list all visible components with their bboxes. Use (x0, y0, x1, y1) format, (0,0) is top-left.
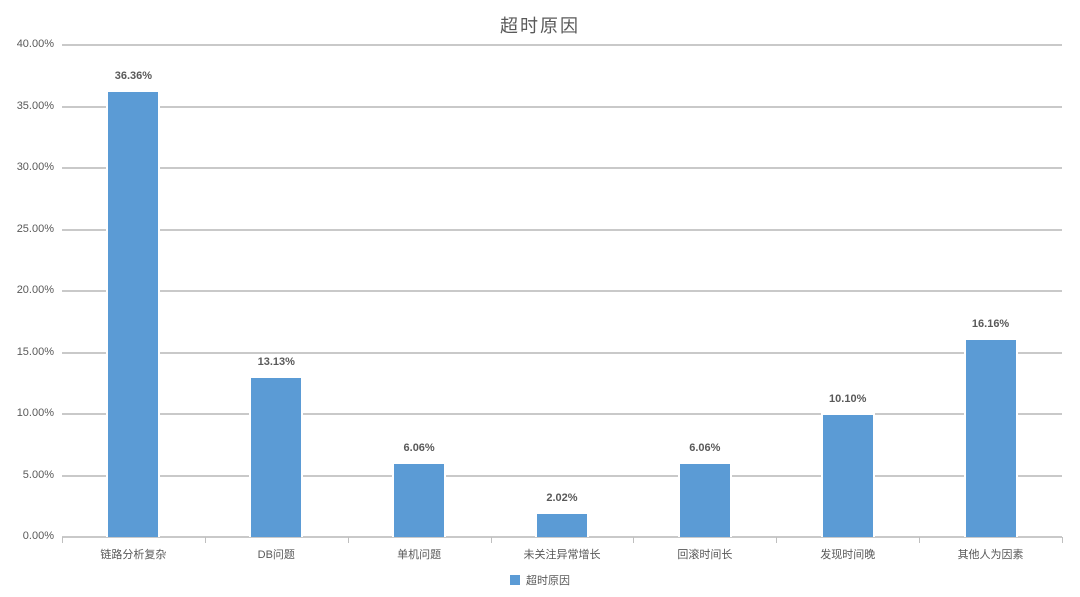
legend-swatch-icon (510, 575, 520, 585)
bar-value-label: 16.16% (971, 318, 1010, 331)
gridline (62, 44, 1062, 46)
bar-value-label: 10.10% (829, 392, 867, 405)
x-axis-tick (919, 537, 921, 543)
x-axis-tick (204, 537, 206, 543)
gridline (62, 228, 1062, 231)
y-axis-tick-label: 40.00% (16, 38, 54, 50)
gridline (62, 474, 1062, 477)
y-axis-tick-label: 0.00% (22, 530, 54, 542)
x-axis-category-label: 发现时间晚 (820, 549, 876, 561)
chart-title: 超时原因 (500, 16, 580, 36)
bar-value-label: 6.06% (403, 442, 435, 455)
gridline (62, 536, 1062, 538)
bar-value-label: 6.06% (689, 442, 721, 455)
x-axis-tick (347, 537, 349, 543)
x-axis-tick (776, 537, 778, 543)
bar-value-label: 2.02% (546, 492, 578, 505)
gridline (62, 413, 1062, 415)
y-axis-tick-label: 15.00% (16, 345, 54, 358)
x-axis-category-label: DB问题 (257, 549, 295, 561)
gridline (62, 105, 1062, 108)
bar (677, 462, 732, 537)
x-axis-tick (62, 537, 63, 543)
bar (392, 462, 447, 537)
x-axis-category-label: 未关注异常增长 (523, 549, 601, 561)
y-axis-tick-label: 20.00% (16, 284, 54, 296)
x-axis-tick (490, 537, 492, 543)
bar (106, 89, 161, 537)
bar (249, 375, 304, 537)
y-axis-tick-label: 30.00% (16, 161, 54, 173)
bar (963, 338, 1018, 537)
bar (820, 412, 875, 537)
y-axis-tick-label: 35.00% (16, 99, 54, 112)
y-axis-tick-label: 5.00% (22, 468, 54, 481)
gridline (62, 167, 1062, 169)
bar (535, 512, 589, 537)
x-axis-category-label: 链路分析复杂 (100, 549, 167, 561)
legend: 超时原因 (0, 572, 1080, 588)
plot-area: 0.00% 5.00% 10.00% 15.00% 20.00% 25.00% 30.00%… (17, 38, 1063, 561)
gridline (62, 351, 1062, 354)
x-axis-category-label: 单机问题 (397, 549, 442, 561)
x-axis-category-label: 其他人为因素 (957, 549, 1024, 561)
y-axis-tick-label: 25.00% (16, 222, 54, 235)
legend-label: 超时原因 (526, 575, 570, 587)
gridline (62, 290, 1062, 292)
bar-value-label: 13.13% (257, 355, 295, 368)
x-axis-tick (1062, 537, 1063, 543)
bar-value-label: 36.36% (114, 69, 153, 82)
y-axis-tick-label: 10.00% (16, 407, 54, 419)
x-axis-tick (633, 537, 635, 543)
x-axis-category-label: 回滚时间长 (677, 549, 733, 561)
